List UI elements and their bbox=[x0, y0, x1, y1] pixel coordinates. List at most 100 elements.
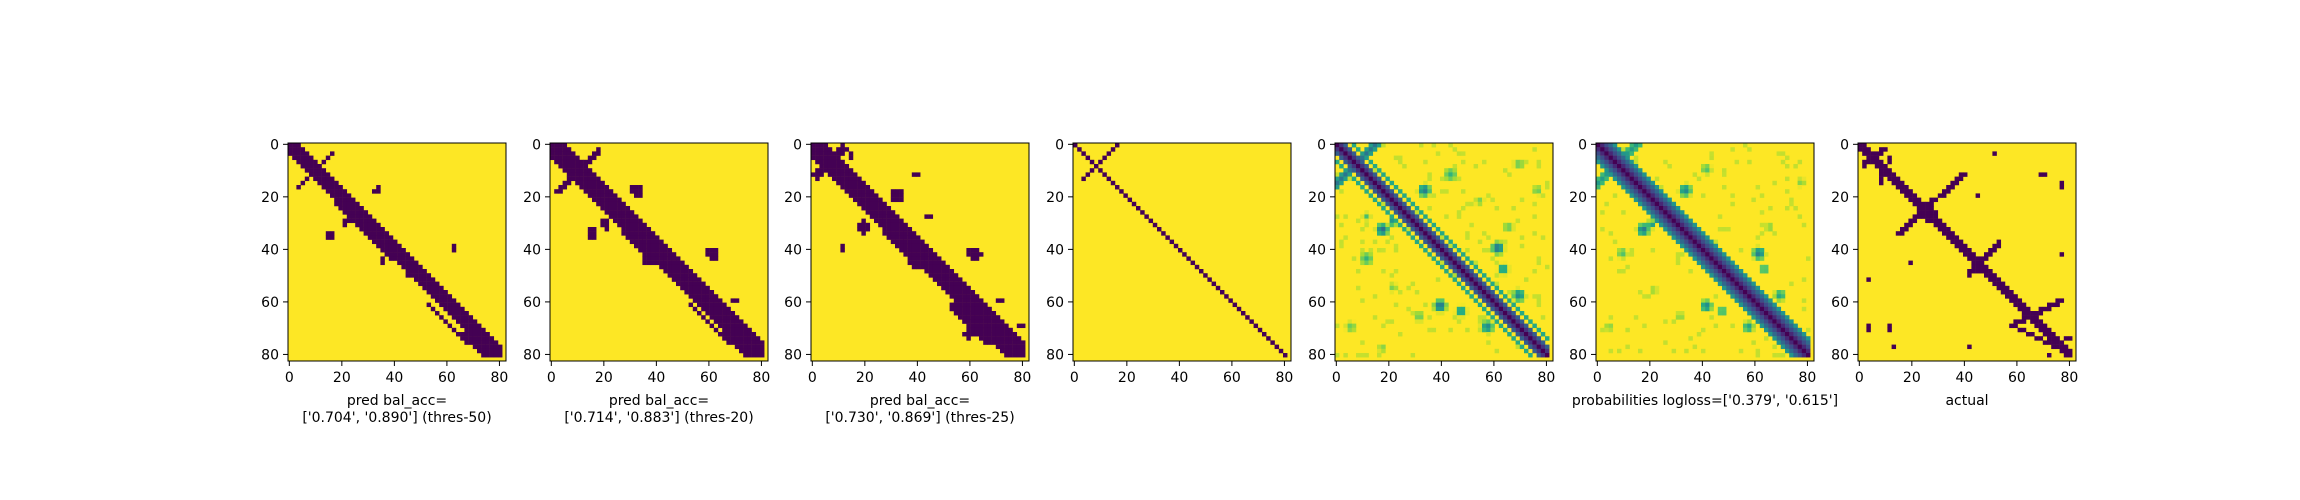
heatmap-cell bbox=[840, 159, 845, 165]
heatmap-cell bbox=[1356, 172, 1361, 177]
heatmap-cell bbox=[1519, 243, 1525, 249]
heatmap-cell bbox=[1360, 353, 1365, 358]
x-tick-label: 0 bbox=[808, 370, 817, 386]
heatmap-cell bbox=[1427, 189, 1432, 194]
heatmap-cell bbox=[739, 348, 744, 354]
heatmap-cell bbox=[1780, 327, 1786, 333]
heatmap-cell bbox=[1536, 344, 1542, 350]
heatmap-cell bbox=[1638, 143, 1643, 148]
heatmap-cell bbox=[1351, 155, 1357, 161]
heatmap-cell bbox=[1862, 159, 1867, 165]
heatmap-cell bbox=[726, 315, 731, 320]
heatmap-cell bbox=[2059, 340, 2065, 345]
heatmap-cell bbox=[1435, 277, 1441, 282]
heatmap-cell bbox=[571, 168, 576, 173]
heatmap-cell bbox=[1469, 260, 1474, 266]
heatmap-cell bbox=[1925, 214, 1930, 219]
heatmap-cell bbox=[1385, 185, 1390, 190]
heatmap-cell bbox=[1625, 189, 1630, 194]
heatmap-cell bbox=[1372, 168, 1378, 173]
heatmap-cell bbox=[1377, 176, 1382, 182]
heatmap-cell bbox=[1646, 180, 1651, 186]
heatmap-cell bbox=[1701, 172, 1706, 177]
heatmap-cell bbox=[718, 315, 723, 320]
heatmap-cell bbox=[1351, 323, 1357, 329]
heatmap-cell bbox=[1360, 176, 1365, 182]
heatmap-cell bbox=[865, 222, 871, 228]
y-tick-label: 20 bbox=[1308, 190, 1326, 206]
heatmap-cell bbox=[966, 252, 971, 257]
heatmap-cell bbox=[359, 218, 364, 224]
heatmap-cell bbox=[1364, 214, 1369, 219]
heatmap-cell bbox=[932, 260, 938, 266]
heatmap-cell bbox=[688, 294, 694, 299]
heatmap-cell bbox=[1701, 248, 1706, 253]
heatmap-cell bbox=[1709, 243, 1714, 249]
heatmap-cell bbox=[451, 248, 457, 253]
heatmap-cell bbox=[865, 206, 871, 211]
heatmap-cell bbox=[376, 185, 381, 190]
heatmap-cell bbox=[376, 189, 381, 194]
heatmap-cell bbox=[1629, 172, 1635, 177]
heatmap-cell bbox=[1789, 319, 1794, 324]
heatmap-cell bbox=[1776, 311, 1782, 316]
heatmap-cell bbox=[1895, 176, 1901, 182]
heatmap-cell bbox=[1617, 151, 1622, 156]
heatmap-cell bbox=[1713, 260, 1719, 266]
heatmap-cell bbox=[1224, 294, 1229, 299]
heatmap-cell bbox=[1975, 269, 1981, 274]
heatmap-cell bbox=[1776, 340, 1782, 345]
heatmap-cell bbox=[1684, 243, 1689, 249]
heatmap-cell bbox=[1612, 193, 1618, 198]
heatmap-cell bbox=[1494, 311, 1500, 316]
heatmap-cell bbox=[1663, 227, 1668, 232]
x-tick-label: 60 bbox=[1485, 370, 1503, 386]
heatmap-cell bbox=[857, 189, 862, 194]
heatmap-cell bbox=[1709, 155, 1714, 161]
heatmap-cells bbox=[288, 143, 503, 358]
heatmap-cell bbox=[566, 168, 572, 173]
heatmap-cell bbox=[848, 185, 854, 190]
heatmap-cell bbox=[376, 231, 381, 236]
heatmap-cell bbox=[1866, 147, 1871, 152]
heatmap-cell bbox=[571, 151, 576, 156]
heatmap-cell bbox=[1633, 176, 1639, 182]
heatmap-cell bbox=[1772, 323, 1777, 329]
heatmap-cell bbox=[1228, 298, 1233, 303]
heatmap-cell bbox=[1016, 348, 1022, 354]
heatmap-cell bbox=[456, 306, 461, 312]
heatmap-cell bbox=[1456, 311, 1462, 316]
heatmap-cell bbox=[1335, 185, 1340, 190]
heatmap-cell bbox=[819, 155, 824, 161]
heatmap-cell bbox=[1515, 285, 1521, 291]
heatmap-cell bbox=[663, 256, 668, 261]
heatmap-cell bbox=[1377, 180, 1382, 186]
heatmap-cell bbox=[1642, 206, 1647, 211]
heatmap-cell bbox=[2047, 336, 2052, 341]
y-tick-label: 80 bbox=[1046, 347, 1064, 363]
heatmap-cell bbox=[625, 231, 631, 236]
heatmap-cell bbox=[1954, 239, 1960, 245]
heatmap-cell bbox=[1482, 294, 1487, 299]
heatmap-cell bbox=[583, 172, 589, 177]
heatmap-cell bbox=[587, 159, 593, 165]
heatmap-cell bbox=[1473, 273, 1479, 278]
heatmap-cell bbox=[1372, 164, 1378, 169]
heatmap-cell bbox=[477, 348, 482, 354]
heatmap-cell bbox=[1996, 243, 2002, 249]
heatmap-cell bbox=[1360, 227, 1365, 232]
heatmap-cell bbox=[705, 252, 710, 257]
heatmap-cell bbox=[443, 290, 448, 295]
heatmap-cell bbox=[819, 147, 824, 152]
heatmap-cell bbox=[1335, 214, 1340, 219]
heatmap-cell bbox=[1717, 311, 1723, 316]
heatmap-cell bbox=[937, 256, 942, 261]
heatmap-cell bbox=[1343, 327, 1348, 333]
heatmap-cell bbox=[1343, 159, 1348, 165]
heatmap-cell bbox=[1992, 151, 1997, 156]
heatmap-cell bbox=[1759, 264, 1765, 270]
heatmap-cell bbox=[1515, 164, 1521, 169]
heatmap-cell bbox=[1335, 147, 1340, 152]
heatmap-cell bbox=[2047, 306, 2052, 312]
heatmap-cell bbox=[827, 159, 833, 165]
